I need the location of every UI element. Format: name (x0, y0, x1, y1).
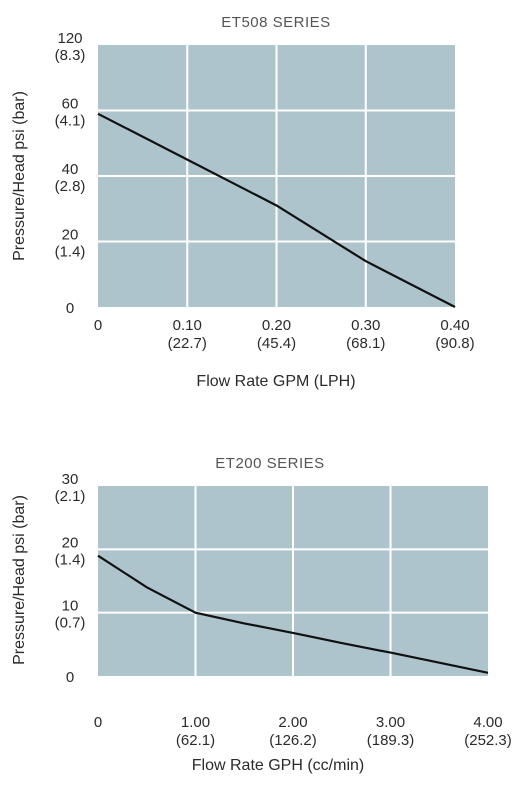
y-tick-label: 10 (62, 598, 79, 615)
x-tick-labels: 0 0.10(22.7) 0.20(45.4) 0.30(68.1) 0.40(90.8… (94, 317, 475, 352)
x-tick-label: 0.30 (351, 317, 380, 334)
x-tick-sublabel: (68.1) (346, 335, 385, 352)
x-tick-label: 0.10 (173, 317, 202, 334)
y-tick-labels: 0 10(0.7) 20(1.4) 30(2.1) (55, 471, 86, 686)
x-tick-sublabel: (22.7) (168, 335, 207, 352)
y-tick-sublabel: (2.1) (55, 488, 86, 505)
y-tick-sublabel: (1.4) (55, 244, 86, 261)
x-axis-label: Flow Rate GPH (cc/min) (192, 757, 364, 774)
x-tick-label: 3.00 (376, 714, 405, 731)
y-tick-label: 40 (62, 161, 79, 178)
x-tick-label: 0.40 (440, 317, 469, 334)
y-tick-sublabel: (0.7) (55, 615, 86, 632)
y-tick-label: 0 (66, 669, 74, 686)
chart-title: ET508 SERIES (221, 14, 330, 31)
x-axis-label: Flow Rate GPM (LPH) (196, 373, 355, 390)
y-tick-label: 0 (66, 300, 74, 317)
chart-et200: ET200 SERIES Flow Rate GPH (cc/min) Pres… (11, 455, 512, 774)
y-tick-sublabel: (8.3) (55, 47, 86, 64)
y-tick-label: 60 (62, 96, 79, 113)
x-tick-label: 1.00 (181, 714, 210, 731)
x-tick-sublabel: (189.3) (367, 732, 415, 749)
y-tick-label: 120 (57, 30, 82, 47)
x-tick-label: 0 (94, 714, 102, 731)
y-tick-sublabel: (4.1) (55, 113, 86, 130)
y-tick-label: 20 (62, 227, 79, 244)
y-tick-sublabel: (1.4) (55, 551, 86, 568)
x-tick-sublabel: (126.2) (269, 732, 317, 749)
y-tick-label: 20 (62, 534, 79, 551)
x-tick-label: 0 (94, 317, 102, 334)
x-tick-sublabel: (45.4) (257, 335, 296, 352)
y-tick-labels: 0 20(1.4) 40(2.8) 60(4.1) 120(8.3) (55, 30, 86, 317)
gridlines (98, 45, 455, 307)
x-tick-sublabel: (90.8) (435, 335, 474, 352)
y-axis-label: Pressure/Head psi (bar) (11, 495, 28, 665)
x-tick-label: 4.00 (473, 714, 502, 731)
series-line (97, 554, 489, 674)
chart-et508: ET508 SERIES Flow Rate GPM (LPH) Pressur… (11, 14, 475, 390)
x-tick-sublabel: (252.3) (464, 732, 512, 749)
chart-title: ET200 SERIES (215, 455, 324, 472)
y-tick-sublabel: (2.8) (55, 178, 86, 195)
series-line (97, 112, 456, 308)
x-tick-label: 2.00 (278, 714, 307, 731)
y-tick-label: 30 (62, 471, 79, 488)
gridlines (98, 486, 488, 676)
x-tick-sublabel: (62.1) (176, 732, 215, 749)
x-tick-labels: 0 1.00(62.1) 2.00(126.2) 3.00(189.3) 4.00(25… (94, 714, 512, 749)
x-tick-label: 0.20 (262, 317, 291, 334)
y-axis-label: Pressure/Head psi (bar) (11, 91, 28, 261)
